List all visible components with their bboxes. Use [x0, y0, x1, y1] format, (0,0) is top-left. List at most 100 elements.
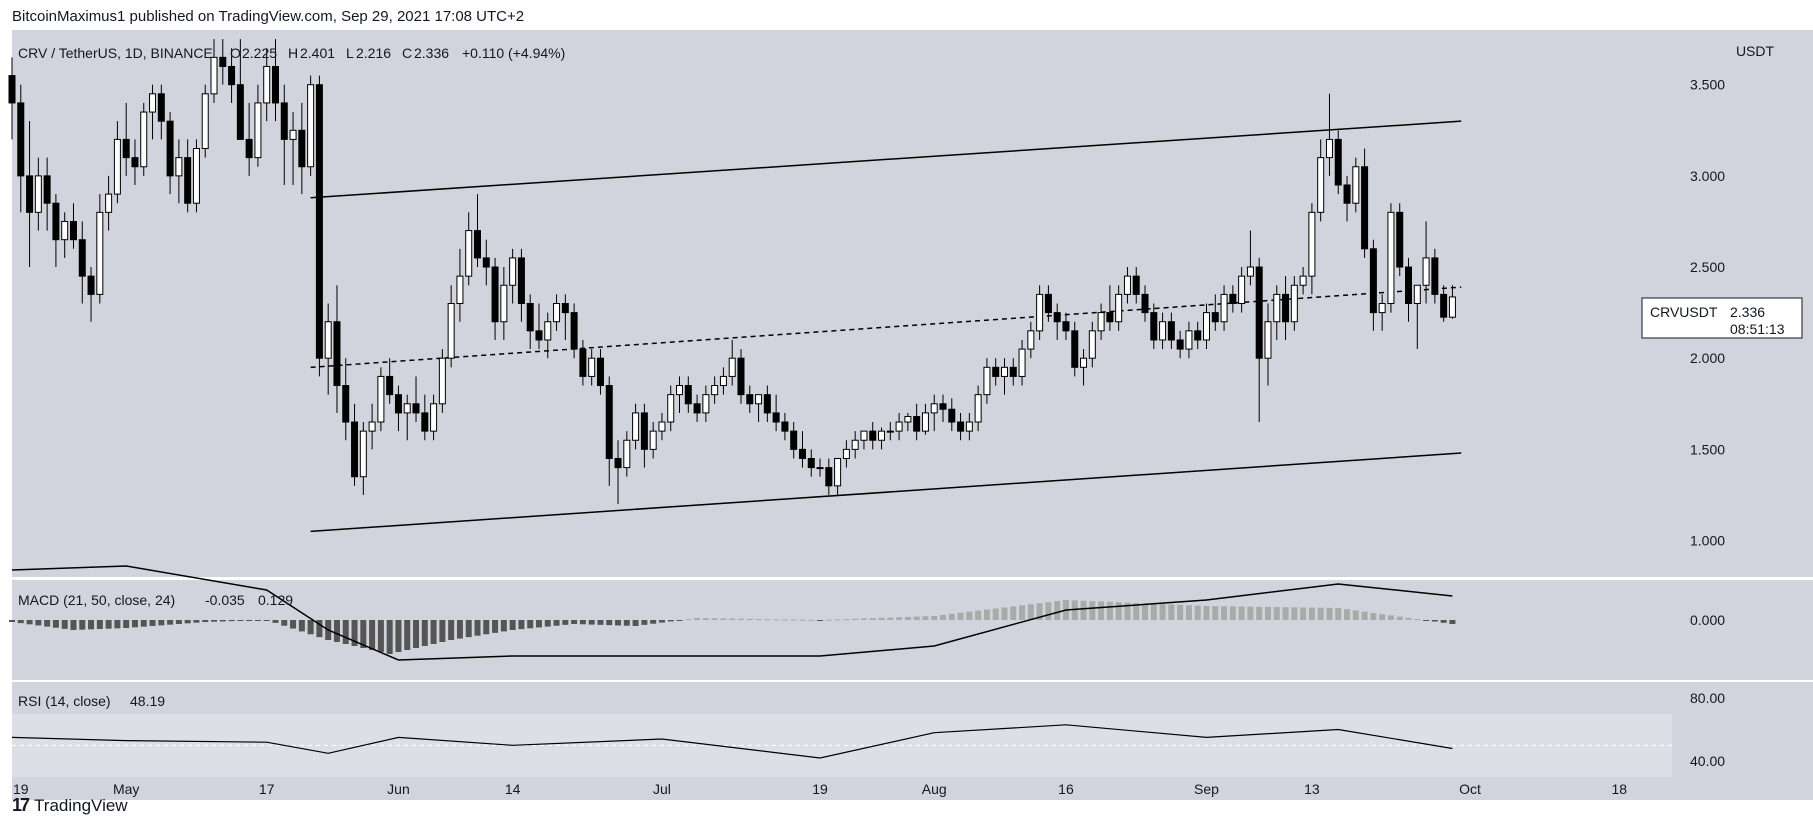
candle[interactable]	[1396, 203, 1404, 277]
candle[interactable]	[1080, 349, 1088, 386]
candle[interactable]	[825, 458, 833, 495]
candle[interactable]	[957, 412, 965, 441]
candle[interactable]	[500, 267, 508, 340]
candle[interactable]	[263, 48, 271, 122]
candle[interactable]	[965, 412, 973, 441]
candle[interactable]	[491, 257, 499, 340]
candle[interactable]	[790, 422, 798, 459]
candle[interactable]	[816, 458, 824, 477]
candle[interactable]	[315, 75, 323, 377]
candle[interactable]	[1378, 294, 1386, 331]
candle[interactable]	[96, 194, 104, 304]
candle[interactable]	[728, 339, 736, 386]
candle[interactable]	[368, 403, 376, 450]
candle[interactable]	[658, 412, 666, 441]
candle[interactable]	[236, 39, 244, 140]
candle[interactable]	[570, 303, 578, 359]
candle[interactable]	[974, 385, 982, 432]
candle[interactable]	[1220, 285, 1228, 331]
candle[interactable]	[667, 385, 675, 432]
candles-group[interactable]	[8, 39, 1456, 505]
candle[interactable]	[447, 285, 455, 368]
candle[interactable]	[122, 102, 130, 176]
candle[interactable]	[1264, 303, 1272, 386]
footer-brand[interactable]: 17 TradingView	[12, 795, 128, 816]
candle[interactable]	[219, 39, 227, 85]
candle[interactable]	[482, 239, 490, 286]
candle[interactable]	[210, 39, 218, 103]
candle[interactable]	[1044, 285, 1052, 322]
candle[interactable]	[561, 294, 569, 340]
candle[interactable]	[579, 339, 587, 386]
candle[interactable]	[588, 349, 596, 386]
candle[interactable]	[1115, 285, 1123, 331]
candle[interactable]	[614, 440, 622, 505]
candle[interactable]	[1132, 267, 1140, 304]
candle[interactable]	[517, 248, 525, 322]
candle[interactable]	[1317, 139, 1325, 222]
candle[interactable]	[1062, 312, 1070, 340]
candle[interactable]	[8, 57, 16, 140]
candle[interactable]	[948, 398, 956, 432]
candle[interactable]	[869, 422, 877, 450]
candle[interactable]	[1185, 321, 1193, 359]
candle[interactable]	[711, 376, 719, 404]
candle[interactable]	[1159, 312, 1167, 350]
candle[interactable]	[895, 412, 903, 441]
candle[interactable]	[201, 84, 209, 158]
candle[interactable]	[1413, 284, 1421, 350]
candle[interactable]	[1246, 230, 1254, 286]
candle[interactable]	[403, 394, 411, 441]
price-panel-bg[interactable]	[12, 30, 1672, 577]
candle[interactable]	[1202, 303, 1210, 350]
candle[interactable]	[456, 248, 464, 322]
candle[interactable]	[904, 412, 912, 432]
candle[interactable]	[474, 194, 482, 268]
candle[interactable]	[526, 294, 534, 350]
candle[interactable]	[438, 349, 446, 413]
macd-axis[interactable]	[1672, 580, 1813, 680]
candle[interactable]	[61, 212, 69, 258]
candle[interactable]	[1255, 257, 1263, 423]
candle[interactable]	[1448, 285, 1456, 319]
candle[interactable]	[43, 157, 51, 231]
candle[interactable]	[87, 267, 95, 322]
candle[interactable]	[693, 394, 701, 423]
macd-panel-bg[interactable]	[12, 580, 1672, 680]
candle[interactable]	[930, 394, 938, 432]
candle[interactable]	[605, 376, 613, 486]
channel-upper-line[interactable]	[310, 120, 1462, 199]
candle[interactable]	[26, 121, 34, 268]
candle[interactable]	[755, 394, 763, 423]
candle[interactable]	[1097, 303, 1105, 340]
candle[interactable]	[1387, 203, 1395, 313]
candle[interactable]	[140, 102, 148, 176]
candle[interactable]	[465, 212, 473, 286]
candle[interactable]	[69, 203, 77, 249]
candle[interactable]	[271, 39, 279, 122]
candle[interactable]	[878, 427, 886, 450]
candle[interactable]	[1194, 321, 1202, 350]
candle[interactable]	[992, 358, 1000, 386]
candle[interactable]	[1018, 339, 1026, 386]
candle[interactable]	[676, 376, 684, 413]
candle[interactable]	[1422, 221, 1430, 304]
candle[interactable]	[1211, 294, 1219, 331]
candle[interactable]	[289, 112, 297, 185]
time-axis[interactable]	[12, 777, 1813, 800]
candle[interactable]	[34, 157, 42, 231]
candle[interactable]	[394, 385, 402, 432]
candle[interactable]	[640, 403, 648, 468]
candle[interactable]	[1352, 157, 1360, 213]
candle[interactable]	[280, 84, 288, 185]
candle[interactable]	[17, 84, 25, 213]
rsi-axis[interactable]	[1672, 682, 1813, 777]
candle[interactable]	[1009, 358, 1017, 386]
candle[interactable]	[157, 84, 165, 140]
candle[interactable]	[1343, 175, 1351, 222]
candle[interactable]	[1440, 285, 1448, 322]
candle[interactable]	[421, 394, 429, 441]
candle[interactable]	[807, 449, 815, 477]
channel-middle-line[interactable]	[310, 286, 1462, 369]
candle[interactable]	[623, 431, 631, 477]
